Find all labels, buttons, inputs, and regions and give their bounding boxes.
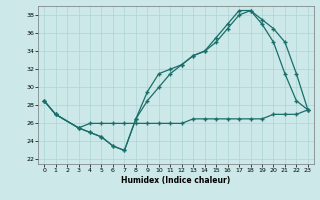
X-axis label: Humidex (Indice chaleur): Humidex (Indice chaleur) bbox=[121, 176, 231, 185]
